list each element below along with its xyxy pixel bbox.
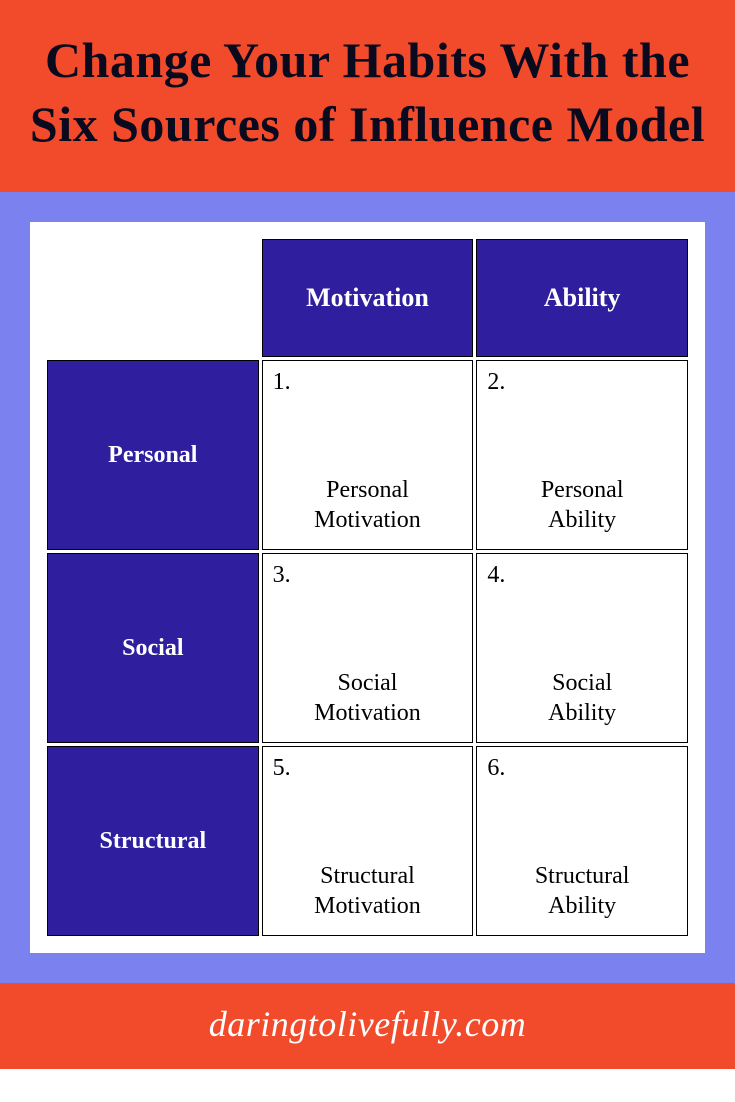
footer-text: daringtolivefully.com xyxy=(209,1004,526,1044)
col-head-ability: Ability xyxy=(476,239,688,357)
cell-6-label: Structural Ability xyxy=(477,861,687,921)
col-head-motivation: Motivation xyxy=(262,239,474,357)
middle-panel: Motivation Ability Personal 1. Personal … xyxy=(0,192,735,983)
cell-3-num: 3. xyxy=(273,562,291,589)
cell-2-label: Personal Ability xyxy=(477,475,687,535)
cell-5: 5. Structural Motivation xyxy=(262,746,474,936)
corner-cell xyxy=(47,239,259,357)
row-head-social: Social xyxy=(47,553,259,743)
cell-4: 4. Social Ability xyxy=(476,553,688,743)
cell-3-label: Social Motivation xyxy=(263,668,473,728)
footer-banner: daringtolivefully.com xyxy=(0,983,735,1069)
header-banner: Change Your Habits With the Six Sources … xyxy=(0,0,735,192)
page-title: Change Your Habits With the Six Sources … xyxy=(20,28,715,156)
cell-4-num: 4. xyxy=(487,562,505,589)
cell-1-label: Personal Motivation xyxy=(263,475,473,535)
influence-table: Motivation Ability Personal 1. Personal … xyxy=(44,236,691,939)
cell-1-num: 1. xyxy=(273,369,291,396)
table-container: Motivation Ability Personal 1. Personal … xyxy=(30,222,705,953)
row-head-structural: Structural xyxy=(47,746,259,936)
cell-2-num: 2. xyxy=(487,369,505,396)
cell-4-label: Social Ability xyxy=(477,668,687,728)
cell-6: 6. Structural Ability xyxy=(476,746,688,936)
cell-1: 1. Personal Motivation xyxy=(262,360,474,550)
cell-5-num: 5. xyxy=(273,755,291,782)
cell-6-num: 6. xyxy=(487,755,505,782)
cell-3: 3. Social Motivation xyxy=(262,553,474,743)
cell-5-label: Structural Motivation xyxy=(263,861,473,921)
cell-2: 2. Personal Ability xyxy=(476,360,688,550)
row-head-personal: Personal xyxy=(47,360,259,550)
